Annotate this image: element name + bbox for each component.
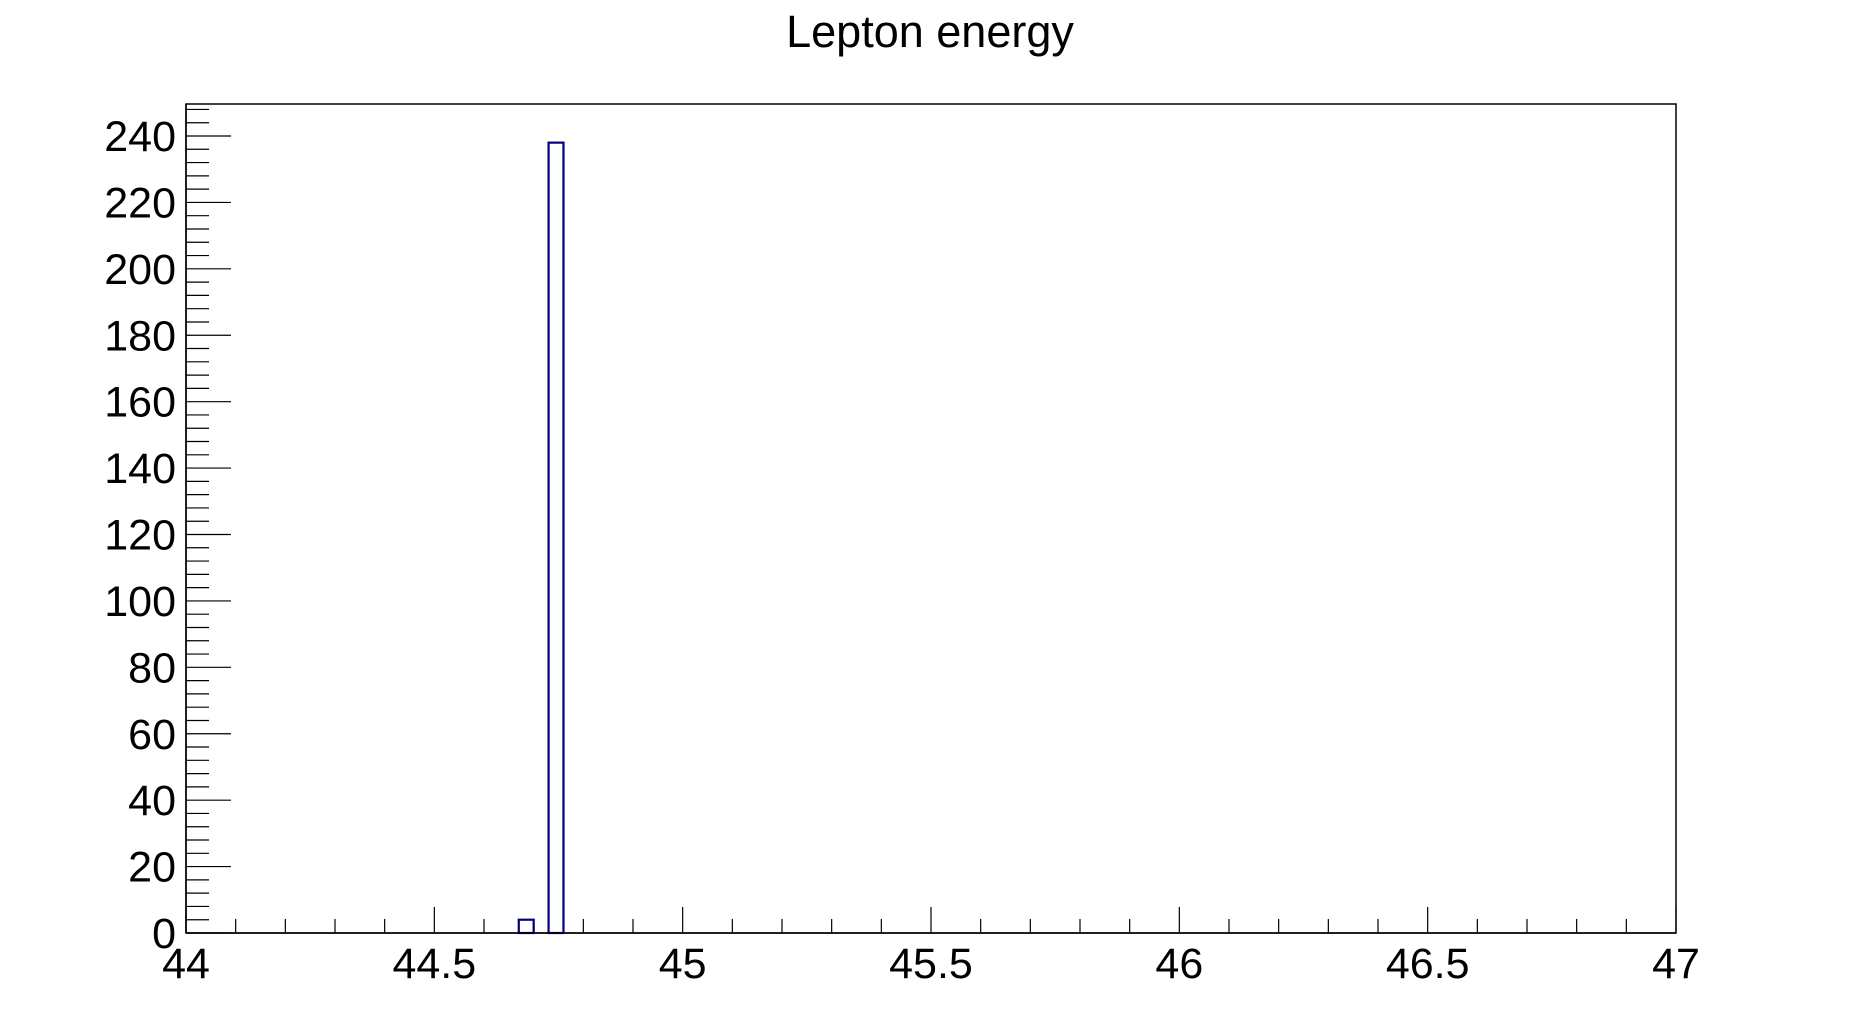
x-axis: 44 44.5 45 45.5 46 46.5 47 — [162, 907, 1700, 988]
y-tick-label: 160 — [104, 379, 176, 427]
y-axis: 0 20 40 60 80 100 120 140 160 180 200 220 240 — [104, 104, 231, 958]
histogram-bars — [517, 141, 565, 935]
y-tick-label: 120 — [104, 512, 176, 560]
y-tick-label: 240 — [104, 113, 176, 161]
histogram-bar-0 — [517, 918, 535, 935]
x-tick-label: 45 — [659, 940, 707, 988]
plot-frame — [185, 103, 1677, 934]
x-tick-label: 47 — [1652, 940, 1700, 988]
y-tick-label: 60 — [128, 711, 176, 759]
y-tick-label: 20 — [128, 844, 176, 892]
x-tick-label: 46 — [1155, 940, 1203, 988]
x-tick-label: 44 — [162, 940, 210, 988]
y-tick-label: 0 — [152, 910, 176, 958]
y-tick-label: 80 — [128, 644, 176, 692]
histogram-bar-1 — [547, 141, 565, 935]
x-tick-label: 45.5 — [889, 940, 973, 988]
y-tick-label: 140 — [104, 445, 176, 493]
y-tick-label: 180 — [104, 312, 176, 360]
x-tick-label: 44.5 — [392, 940, 476, 988]
y-tick-label: 200 — [104, 246, 176, 294]
y-tick-label: 220 — [104, 179, 176, 227]
y-tick-label: 40 — [128, 777, 176, 825]
x-tick-label: 46.5 — [1386, 940, 1470, 988]
chart-title: Lepton energy — [786, 6, 1074, 57]
y-tick-label: 100 — [104, 578, 176, 626]
